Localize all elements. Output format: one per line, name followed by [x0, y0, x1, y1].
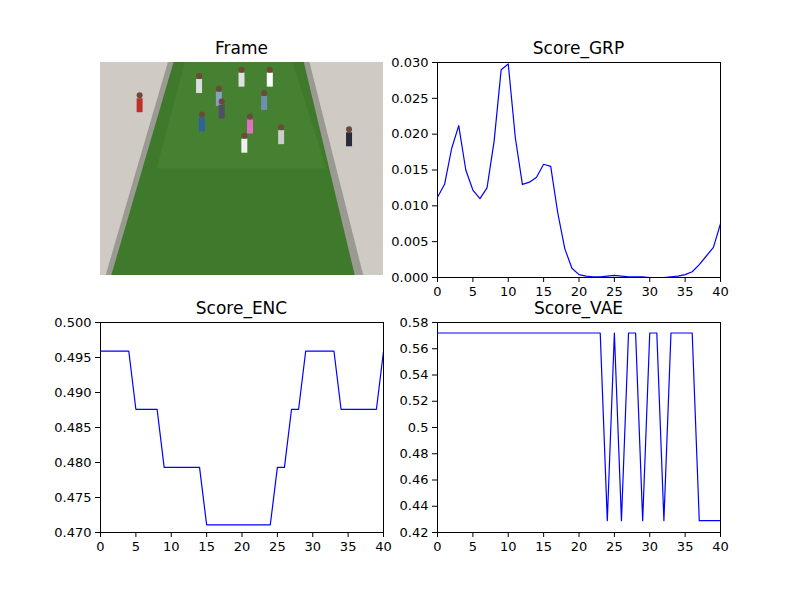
html-text:Score_VAE: Score_VAE	[534, 298, 623, 318]
svg-text:0.020: 0.020	[391, 126, 428, 141]
svg-text:15: 15	[535, 539, 552, 554]
svg-text:40: 40	[712, 284, 729, 299]
svg-text:0.025: 0.025	[391, 90, 428, 105]
svg-text:0.52: 0.52	[400, 393, 429, 408]
svg-text:0.42: 0.42	[400, 525, 429, 540]
svg-text:35: 35	[340, 539, 357, 554]
svg-text:30: 30	[641, 539, 658, 554]
svg-text:30: 30	[641, 284, 658, 299]
svg-text:40: 40	[712, 539, 729, 554]
svg-text:0.56: 0.56	[400, 341, 429, 356]
svg-text:20: 20	[571, 284, 588, 299]
svg-text:30: 30	[304, 539, 321, 554]
svg-text:25: 25	[606, 284, 623, 299]
svg-text:20: 20	[571, 539, 588, 554]
svg-text:5: 5	[469, 284, 477, 299]
svg-text:0.030: 0.030	[391, 55, 428, 70]
svg-text:10: 10	[500, 284, 517, 299]
svg-text:0.48: 0.48	[400, 446, 429, 461]
svg-text:0.44: 0.44	[400, 498, 429, 513]
svg-text:0.005: 0.005	[391, 234, 428, 249]
html-text:Score_ENC: Score_ENC	[195, 298, 288, 318]
svg-text:35: 35	[677, 539, 694, 554]
svg-text:35: 35	[677, 284, 694, 299]
svg-text:0.54: 0.54	[400, 367, 429, 382]
svg-text:10: 10	[163, 539, 180, 554]
svg-text:25: 25	[269, 539, 286, 554]
svg-text:15: 15	[535, 284, 552, 299]
svg-text:0.015: 0.015	[391, 162, 428, 177]
svg-text:0.475: 0.475	[54, 490, 91, 505]
svg-text:0.495: 0.495	[54, 350, 91, 365]
svg-text:25: 25	[606, 539, 623, 554]
svg-text:20: 20	[234, 539, 251, 554]
html-text:Score_GRP: Score_GRP	[532, 38, 625, 58]
svg-text:0.000: 0.000	[391, 270, 428, 285]
svg-text:0.58: 0.58	[400, 315, 429, 330]
svg-text:15: 15	[198, 539, 215, 554]
svg-text:0.010: 0.010	[391, 198, 428, 213]
svg-text:0.5: 0.5	[408, 420, 429, 435]
svg-text:0.480: 0.480	[54, 455, 91, 470]
svg-text:10: 10	[500, 539, 517, 554]
svg-text:0.470: 0.470	[54, 525, 91, 540]
svg-text:0.46: 0.46	[400, 472, 429, 487]
svg-text:40: 40	[375, 539, 392, 554]
svg-text:0.500: 0.500	[54, 315, 91, 330]
svg-text:0.490: 0.490	[54, 385, 91, 400]
svg-text:0: 0	[96, 539, 104, 554]
svg-text:0: 0	[433, 539, 441, 554]
svg-text:0.485: 0.485	[54, 420, 91, 435]
svg-text:5: 5	[132, 539, 140, 554]
svg-text:0: 0	[433, 284, 441, 299]
html-text:Frame: Frame	[215, 38, 268, 58]
svg-text:5: 5	[469, 539, 477, 554]
